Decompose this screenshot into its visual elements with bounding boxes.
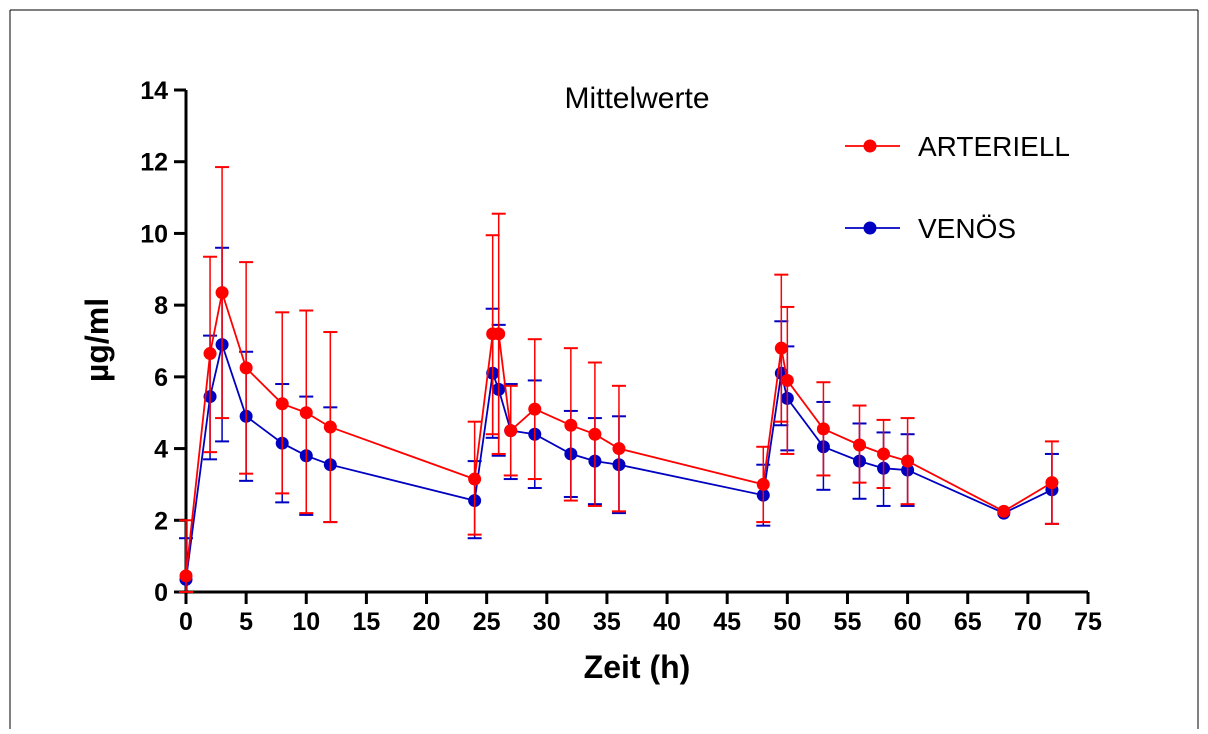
data-point: [323, 420, 337, 434]
legend-marker-ven-s: [863, 221, 877, 235]
y-tick-label: 8: [154, 292, 168, 320]
chart-title: Mittelwerte: [564, 82, 709, 115]
series-layer: [179, 166, 1059, 593]
x-tick-label: 35: [593, 608, 621, 636]
y-axis-title: µg/ml: [79, 298, 115, 382]
data-point: [1045, 476, 1059, 490]
data-point: [215, 286, 229, 300]
x-tick-label: 50: [773, 608, 801, 636]
data-point: [275, 397, 289, 411]
data-point: [852, 438, 866, 452]
y-tick-label: 4: [154, 436, 168, 464]
y-tick-label: 10: [140, 220, 168, 248]
data-point: [997, 504, 1011, 518]
x-tick-label: 55: [834, 608, 862, 636]
x-tick-label: 40: [653, 608, 681, 636]
data-point: [239, 361, 253, 375]
data-point: [299, 406, 313, 420]
data-point: [774, 341, 788, 355]
data-point: [528, 402, 542, 416]
data-point: [203, 347, 217, 361]
x-tick-label: 30: [533, 608, 561, 636]
y-tick-label: 12: [140, 149, 168, 177]
data-point: [564, 418, 578, 432]
y-tick-label: 2: [154, 507, 168, 535]
data-point: [901, 454, 915, 468]
data-point: [756, 477, 770, 491]
x-tick-label: 20: [413, 608, 441, 636]
series-arteriell: [179, 166, 1059, 593]
axes: [184, 90, 1088, 594]
data-point: [504, 424, 518, 438]
data-point: [492, 327, 506, 341]
legend-label-ven-s: VENÖS: [918, 213, 1016, 244]
data-point: [780, 373, 794, 387]
x-tick-label: 0: [179, 608, 193, 636]
y-tick-label: 0: [154, 579, 168, 607]
x-tick-label: 5: [239, 608, 253, 636]
data-point: [816, 422, 830, 436]
data-point: [588, 427, 602, 441]
legend-marker-arteriell: [863, 139, 877, 153]
x-axis-title: Zeit (h): [584, 649, 691, 685]
x-tick-label: 25: [473, 608, 501, 636]
data-point: [877, 447, 891, 461]
tick-marks: 0 2 4 6 8 10 12 14 0 5 10 15 20 25 30 35 40 45 50 55 60 65 70 7…: [140, 77, 1102, 636]
legend-label-arteriell: ARTERIELL: [918, 131, 1070, 162]
x-tick-label: 10: [292, 608, 320, 636]
y-tick-label: 14: [140, 77, 168, 105]
x-tick-label: 60: [894, 608, 922, 636]
x-tick-label: 45: [713, 608, 741, 636]
x-tick-label: 65: [954, 608, 982, 636]
x-tick-label: 75: [1074, 608, 1102, 636]
data-point: [612, 442, 626, 456]
x-tick-label: 15: [352, 608, 380, 636]
legend: ARTERIELL VENÖS: [845, 131, 1070, 244]
data-point: [468, 472, 482, 486]
data-point: [179, 569, 193, 583]
y-tick-label: 6: [154, 364, 168, 392]
x-tick-label: 70: [1014, 608, 1042, 636]
